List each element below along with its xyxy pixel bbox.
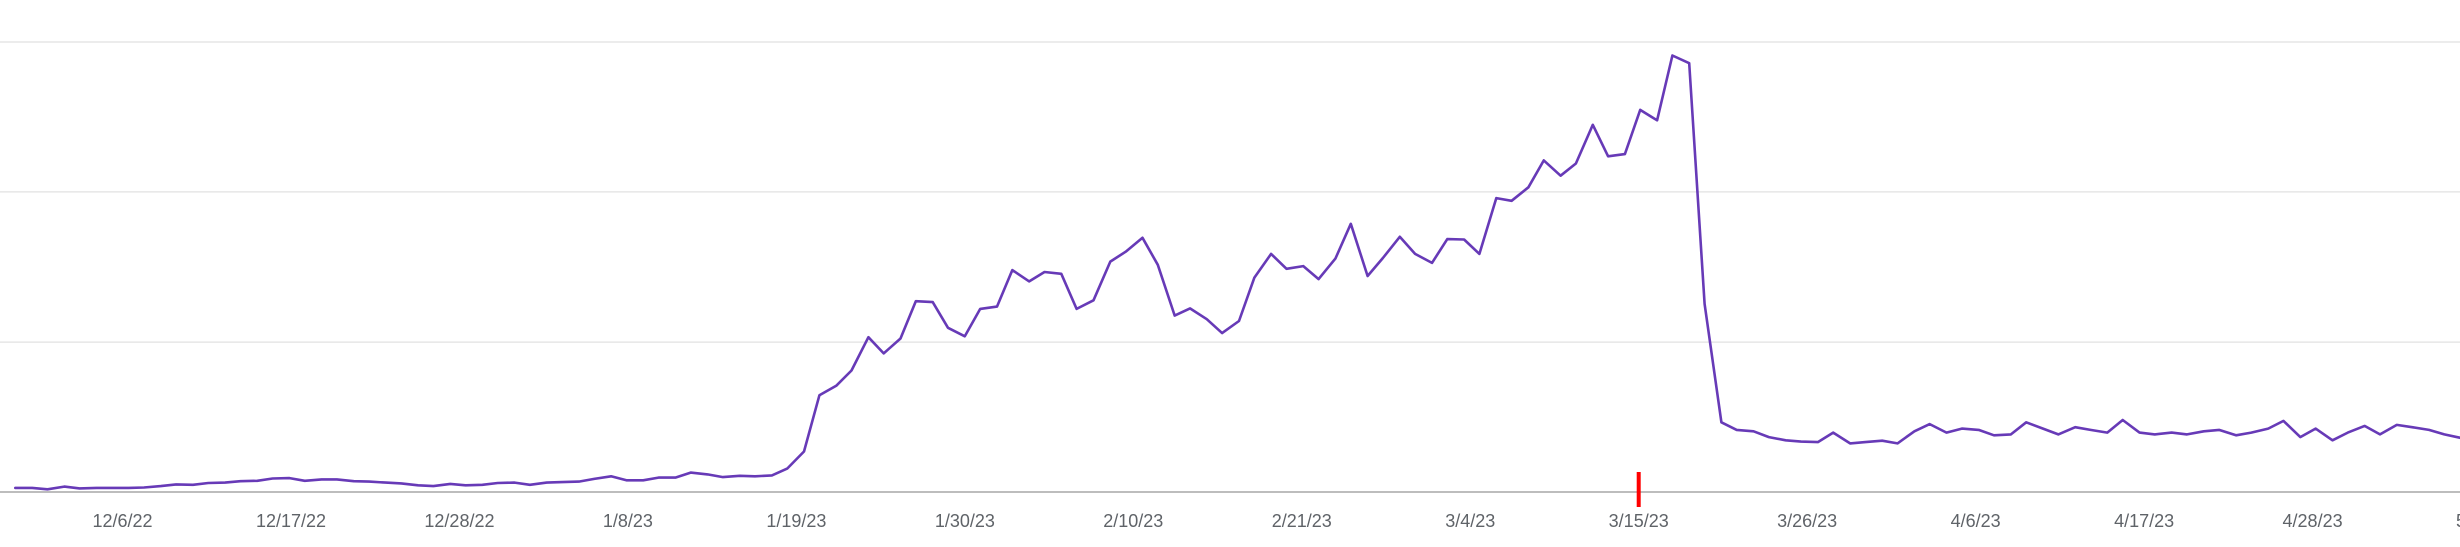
x-tick-label: 3/15/23 <box>1609 511 1669 531</box>
x-tick-label: 12/17/22 <box>256 511 326 531</box>
x-tick-label: 12/6/22 <box>92 511 152 531</box>
x-tick-labels: 12/6/22 12/17/22 12/28/22 1/8/23 1/19/23 1/30… <box>92 511 2460 531</box>
x-tick-label: 4/28/23 <box>2283 511 2343 531</box>
x-tick-label: 2/10/23 <box>1103 511 1163 531</box>
x-tick-label: 12/28/22 <box>424 511 494 531</box>
x-tick-label: 1/30/23 <box>935 511 995 531</box>
x-tick-label: 4/6/23 <box>1951 511 2001 531</box>
x-tick-label: 3/26/23 <box>1777 511 1837 531</box>
x-tick-label: 5/9/23 <box>2456 511 2460 531</box>
x-tick-label: 3/4/23 <box>1445 511 1495 531</box>
x-tick-label: 1/19/23 <box>766 511 826 531</box>
gridlines <box>0 41 2460 343</box>
x-tick-label: 4/17/23 <box>2114 511 2174 531</box>
series-line-0 <box>14 54 2460 491</box>
x-tick-label: 1/8/23 <box>603 511 653 531</box>
plot-area <box>14 54 2460 491</box>
x-tick-label: 2/21/23 <box>1272 511 1332 531</box>
